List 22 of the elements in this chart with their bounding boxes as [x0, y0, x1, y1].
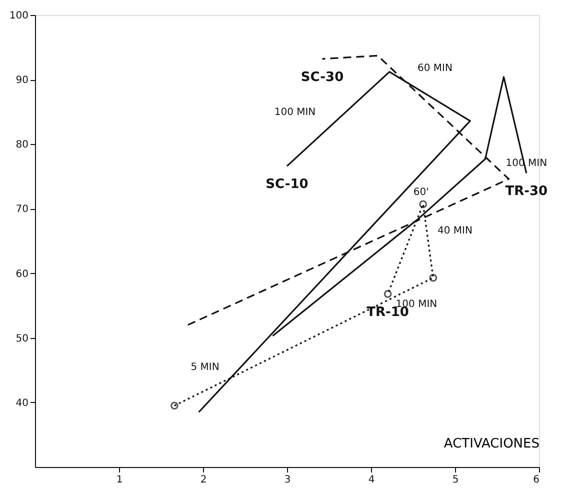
annotation: 100 MIN: [274, 106, 316, 118]
series-label: SC-30: [300, 70, 344, 85]
x-tick-label: 4: [368, 474, 375, 486]
x-tick-label: 5: [452, 474, 459, 486]
annotation: 5 MIN: [190, 362, 220, 373]
annotation: 60 MIN: [418, 62, 452, 74]
y-tick-label: 90: [16, 75, 28, 86]
y-tick-label: 50: [16, 333, 28, 344]
series-label: TR-30: [505, 184, 548, 200]
x-tick-label: 2: [200, 474, 207, 486]
annotation: 40 MIN: [438, 226, 472, 237]
y-tick-label: 70: [16, 204, 28, 216]
y-tick-label: 100: [9, 10, 28, 22]
x-tick-label: 6: [533, 474, 540, 486]
x-tick-label: 1: [116, 474, 123, 486]
y-tick-label: 80: [16, 140, 28, 151]
series-label: SC-10: [266, 177, 308, 192]
annotation: 60': [413, 187, 429, 198]
y-tick-label: 40: [16, 398, 28, 409]
y-tick-label: 60: [16, 268, 28, 280]
x-tick-label: 3: [284, 474, 291, 486]
x-axis-title: ACTIVACIONES: [444, 436, 540, 452]
